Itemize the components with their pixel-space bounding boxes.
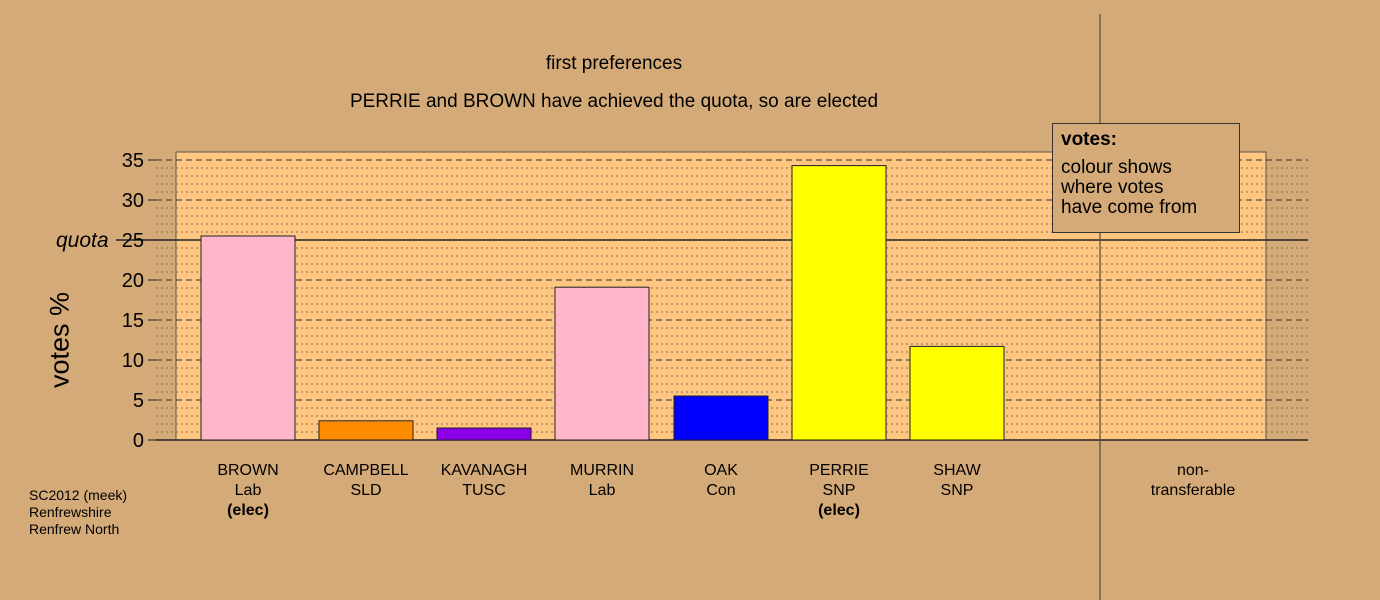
category-name: non- [1176, 462, 1210, 479]
footer-info: SC2012 (meek) Renfrewshire Renfrew North [29, 487, 127, 538]
category-party: SNP [822, 482, 856, 499]
legend-line: where votes [1061, 177, 1164, 198]
y-tick-label: 30 [122, 190, 144, 212]
chart-title: first preferences [545, 53, 683, 74]
legend-title: votes: [1061, 129, 1117, 150]
category-label: PERRIE SNP (elec) [779, 461, 899, 521]
category-name: SHAW [933, 462, 981, 479]
category-label: OAK Con [661, 461, 781, 501]
y-tick-label: 35 [122, 150, 144, 172]
bar [318, 420, 414, 441]
bar [791, 165, 887, 441]
bar [200, 235, 296, 441]
y-tick-label: 5 [133, 390, 144, 412]
category-party: Lab [588, 482, 616, 499]
category-name: CAMPBELL [323, 462, 409, 479]
y-tick-label: 20 [122, 270, 144, 292]
category-label: CAMPBELL SLD [306, 461, 426, 501]
y-tick-label: 0 [133, 430, 144, 452]
chart-subtitle: PERRIE and BROWN have achieved the quota… [349, 91, 879, 112]
category-party: Lab [234, 482, 262, 499]
category-party: SLD [350, 482, 382, 499]
footer-line: Renfrewshire [29, 504, 112, 520]
category-status: (elec) [818, 502, 860, 519]
category-party: SNP [940, 482, 974, 499]
category-label: MURRIN Lab [542, 461, 662, 501]
footer-line: Renfrew North [29, 521, 120, 537]
y-tick-label: 25 [122, 230, 144, 252]
category-name: KAVANAGH [440, 462, 528, 479]
category-name: MURRIN [570, 462, 634, 479]
y-axis-label: votes % [44, 291, 75, 389]
bar [554, 286, 650, 441]
footer-line: SC2012 (meek) [29, 487, 128, 503]
category-party: TUSC [462, 482, 506, 499]
category-name: OAK [704, 462, 738, 479]
bar [436, 427, 532, 441]
category-label: SHAW SNP [897, 461, 1017, 501]
y-tick-label: 15 [122, 310, 144, 332]
y-tick-label: 10 [122, 350, 144, 372]
category-party: Con [706, 482, 736, 499]
category-label: KAVANAGH TUSC [424, 461, 544, 501]
bar [673, 395, 769, 441]
legend: votes: colour shows where votes have com… [1052, 123, 1240, 233]
legend-line: colour shows [1061, 157, 1172, 178]
category-name: BROWN [217, 462, 279, 479]
category-label: BROWN Lab (elec) [188, 461, 308, 521]
category-party: transferable [1150, 482, 1236, 499]
legend-line: have come from [1061, 197, 1198, 218]
category-status: (elec) [227, 502, 269, 519]
quota-label: quota [56, 229, 109, 252]
category-name: PERRIE [809, 462, 869, 479]
bar [909, 345, 1005, 441]
category-label: non-transferable [1133, 461, 1253, 501]
